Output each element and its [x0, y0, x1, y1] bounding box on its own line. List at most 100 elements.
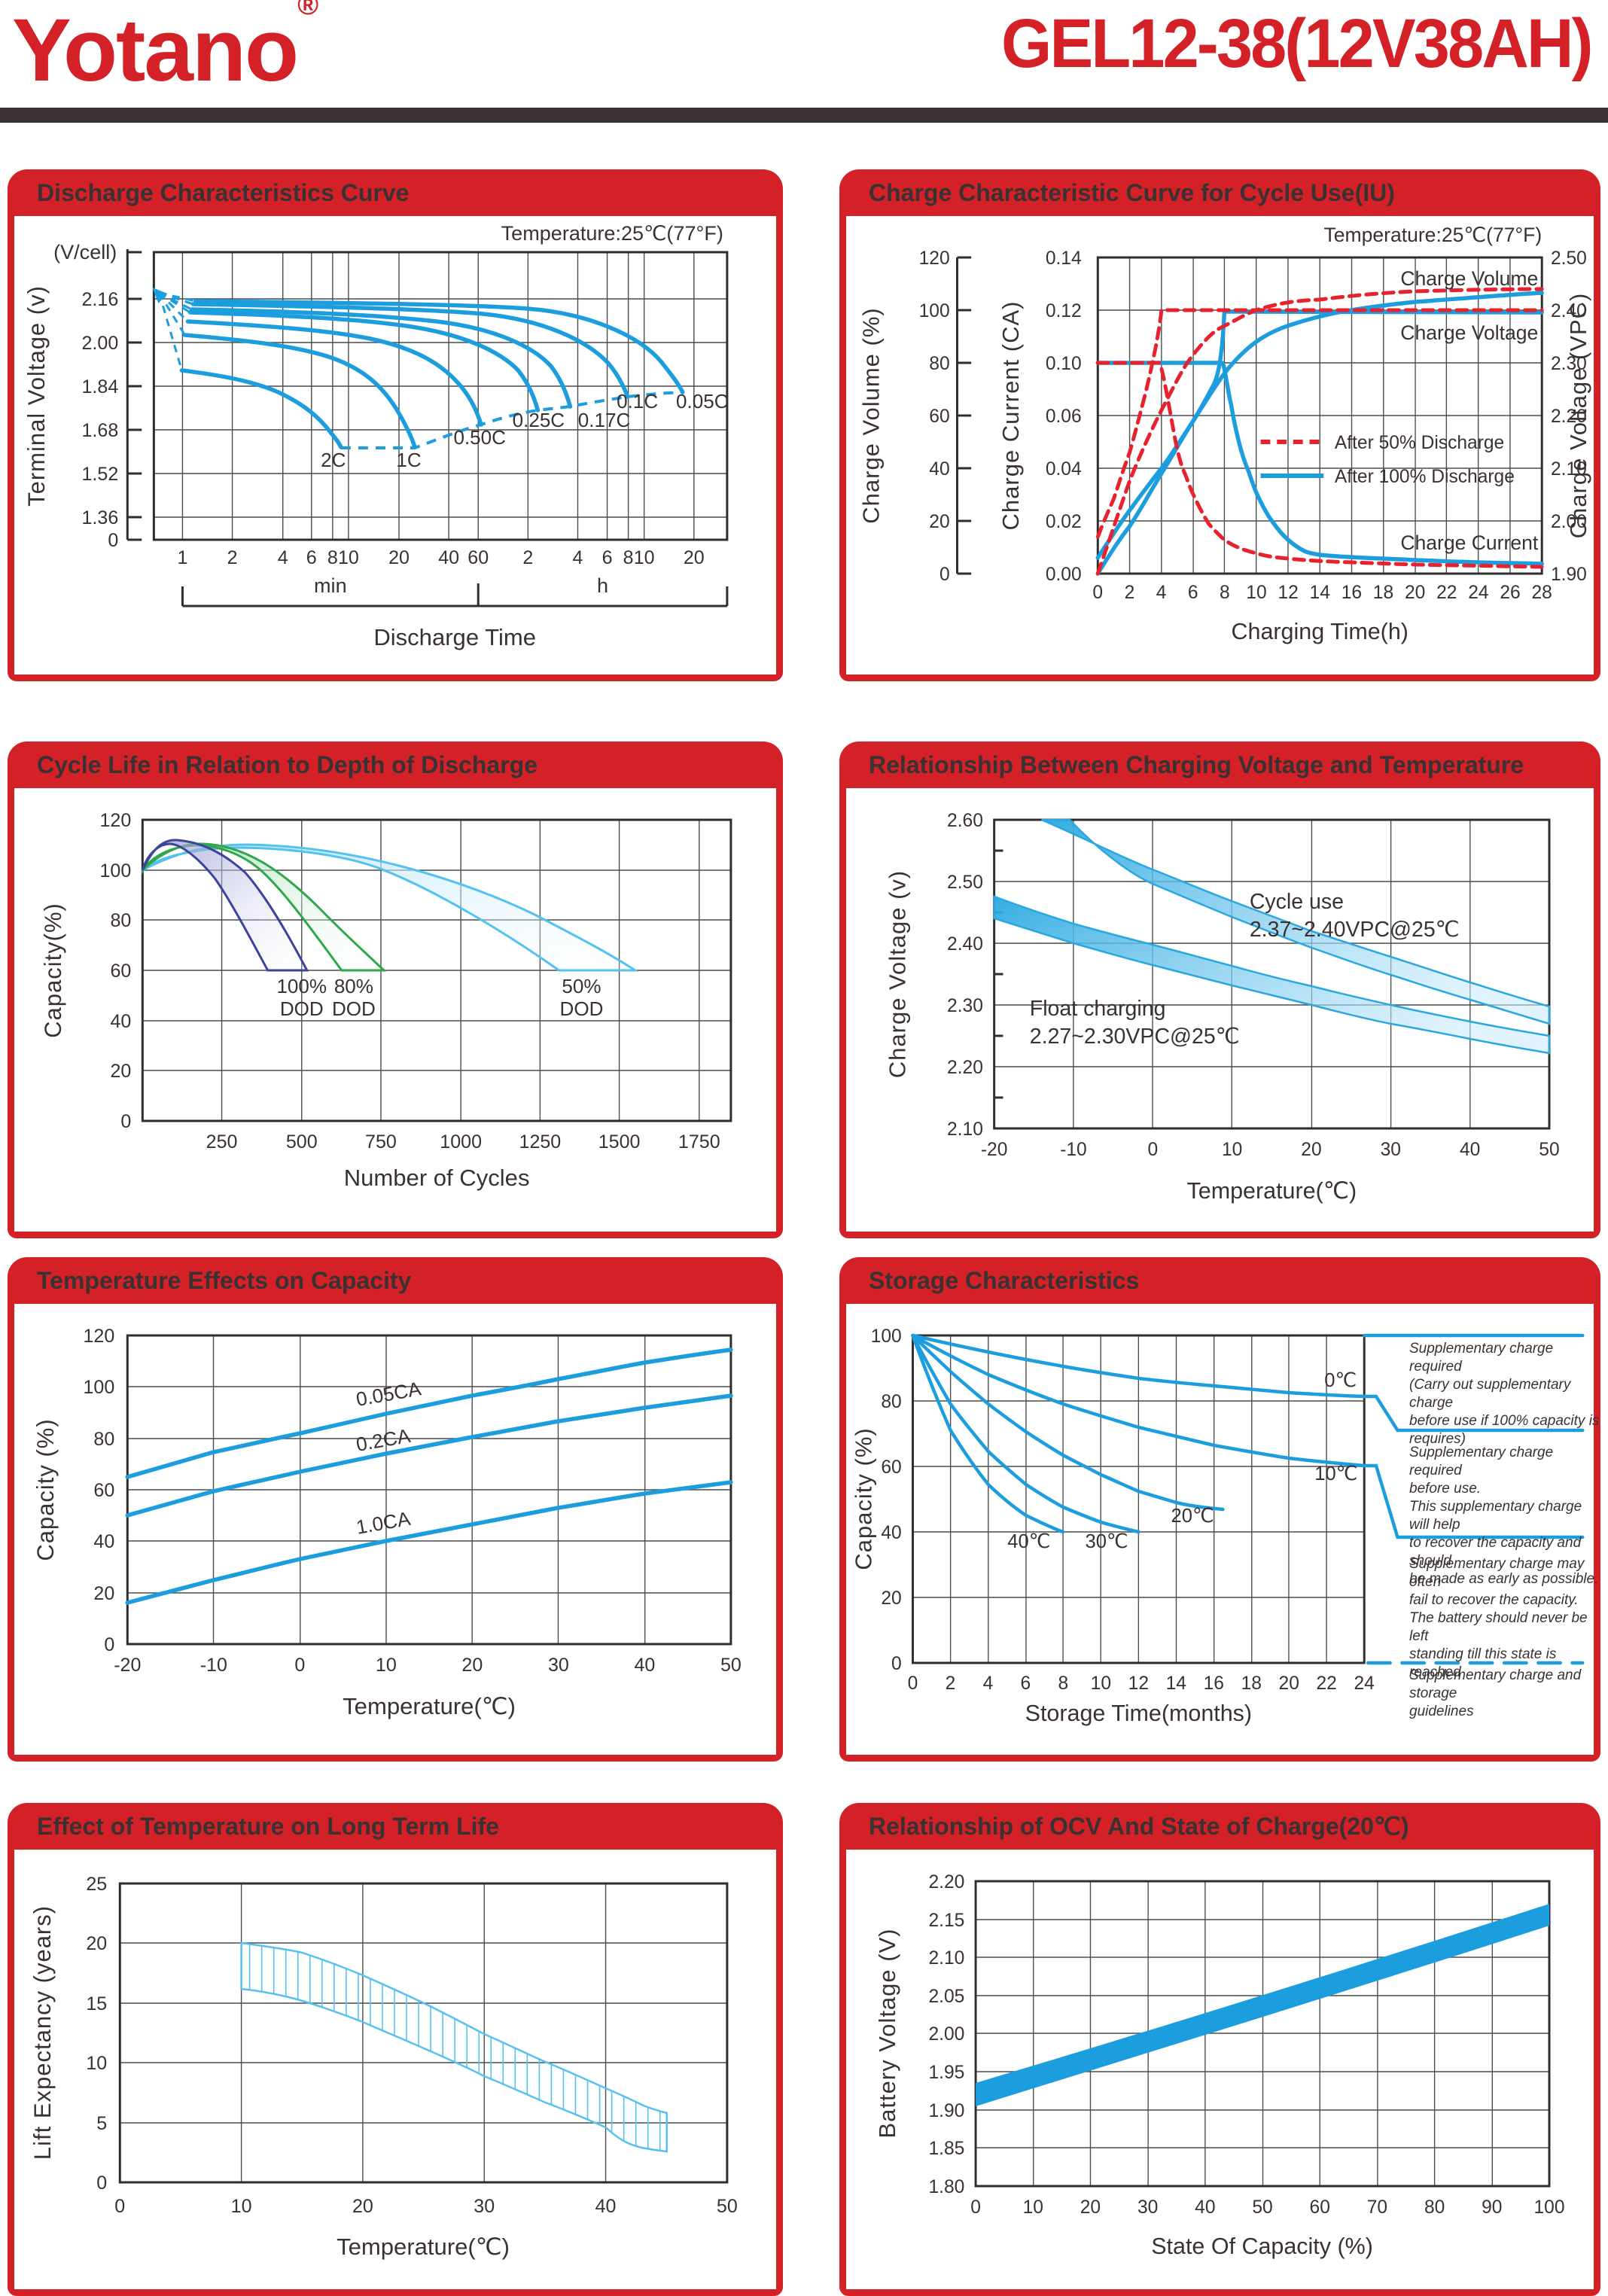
panel-header: Relationship of OCV And State of Charge(… [846, 1803, 1594, 1850]
svg-text:1250: 1250 [519, 1131, 562, 1153]
band-label-cycle-use-range: 2.37~2.40VPC@25℃ [1250, 918, 1460, 942]
x-group-label-h: h [597, 574, 608, 597]
annotation-charge-voltage: Charge Voltage [1400, 321, 1538, 344]
x-tick-labels: 0 10 20 30 40 50 60 70 80 90 100 [970, 2197, 1564, 2218]
svg-text:40: 40 [595, 2196, 617, 2217]
svg-text:6: 6 [1188, 583, 1198, 603]
panel-header: Effect of Temperature on Long Term Life [14, 1803, 776, 1850]
capacity-curves [125, 1347, 733, 1605]
panel-header: Temperature Effects on Capacity [14, 1257, 776, 1304]
svg-text:100: 100 [100, 860, 132, 882]
svg-text:14: 14 [1166, 1673, 1187, 1694]
x-tick-labels: 0 2 4 6 8 10 12 14 16 18 20 22 24 [908, 1673, 1375, 1694]
svg-text:50: 50 [717, 2196, 738, 2217]
panel-temperature-long-term-life: Effect of Temperature on Long Term Life … [8, 1803, 783, 2296]
svg-text:26: 26 [1500, 583, 1520, 603]
y-axis-label: Lift Expectancy (years) [29, 1905, 56, 2160]
x-axis-label: Number of Cycles [344, 1165, 530, 1191]
svg-text:90: 90 [1482, 2197, 1502, 2218]
annotation-charge-volume: Charge Volume [1400, 267, 1538, 290]
svg-text:2.20: 2.20 [928, 1872, 964, 1893]
svg-text:40: 40 [929, 459, 949, 480]
charging-voltage-temperature-chart: 2.60 2.50 2.40 2.30 2.20 2.10 -20 -10 0 10 20 30 40… [885, 811, 1560, 1204]
svg-text:50: 50 [1539, 1140, 1559, 1160]
svg-text:120: 120 [919, 248, 950, 269]
legend-label-50: After 50% Discharge [1335, 433, 1504, 453]
svg-text:2.00: 2.00 [82, 333, 119, 354]
curve-label: 30℃ [1086, 1531, 1128, 1552]
panel-temperature-effects-capacity: Temperature Effects on Capacity 120 100 80… [8, 1257, 783, 1762]
brand-text: Yotano [12, 1, 299, 100]
svg-text:0: 0 [120, 1111, 131, 1132]
svg-text:1.85: 1.85 [928, 2139, 964, 2159]
svg-text:14: 14 [1310, 583, 1331, 603]
temperature-note: Temperature:25℃(77°F) [1323, 224, 1542, 246]
charge-volume-axis-label: Charge Volume (%) [857, 307, 884, 523]
svg-text:4: 4 [983, 1673, 994, 1694]
svg-text:2.10: 2.10 [928, 1948, 964, 1969]
y-tick-labels: 25 20 15 10 5 0 [86, 1874, 107, 2194]
svg-text:750: 750 [365, 1131, 397, 1153]
svg-text:0: 0 [1147, 1140, 1158, 1160]
storage-note-3: Supplementary charge may often fail to r… [1409, 1556, 1588, 1680]
svg-text:40: 40 [1195, 2197, 1215, 2218]
x-axis-label: Discharge Time [373, 624, 536, 650]
svg-text:4: 4 [573, 547, 583, 568]
svg-text:6: 6 [306, 547, 317, 568]
svg-text:30: 30 [474, 2196, 495, 2217]
svg-text:40: 40 [438, 547, 459, 568]
panel-title: Storage Characteristics [869, 1266, 1140, 1294]
charge-current-tick-labels: 0.14 0.12 0.10 0.06 0.04 0.02 0.00 [1046, 248, 1082, 585]
svg-text:120: 120 [83, 1326, 114, 1347]
y-axis-label: Capacity (%) [32, 1418, 59, 1561]
svg-text:0: 0 [114, 2196, 125, 2217]
svg-text:16: 16 [1204, 1673, 1224, 1694]
curve-label: 0.17C [578, 409, 630, 431]
svg-text:40: 40 [1460, 1140, 1480, 1160]
svg-text:0: 0 [940, 565, 950, 585]
temperature-note: Temperature:25℃(77°F) [501, 222, 723, 245]
svg-text:8: 8 [1058, 1673, 1069, 1694]
x-tick-labels-h: 2 4 6 8 10 20 [522, 547, 704, 568]
svg-text:5: 5 [96, 2113, 107, 2134]
svg-text:0: 0 [970, 2197, 981, 2218]
svg-text:60: 60 [881, 1457, 901, 1478]
x-group-label-min: min [314, 574, 347, 597]
storage-curves [911, 1333, 1585, 1665]
svg-text:10: 10 [338, 547, 359, 568]
band-label-float-range: 2.27~2.30VPC@25℃ [1030, 1025, 1240, 1049]
svg-text:20: 20 [881, 1588, 901, 1609]
discharge-curves [152, 288, 685, 449]
svg-text:2: 2 [227, 547, 238, 568]
svg-text:80: 80 [881, 1392, 901, 1412]
svg-text:100: 100 [919, 301, 950, 321]
svg-text:50: 50 [1252, 2197, 1272, 2218]
band-label: 50% [562, 975, 601, 997]
svg-text:10: 10 [376, 1655, 397, 1676]
svg-text:40: 40 [881, 1523, 901, 1543]
voltage-bands [993, 818, 1551, 1055]
svg-text:80: 80 [1424, 2197, 1445, 2218]
legend: After 50% Discharge After 100% Discharge [1260, 433, 1515, 487]
legend-label-100: After 100% Discharge [1335, 467, 1515, 487]
svg-text:30: 30 [1381, 1140, 1401, 1160]
svg-text:2.50: 2.50 [947, 872, 983, 893]
y-axis-label: Capacity(%) [40, 903, 66, 1038]
svg-text:2.10: 2.10 [947, 1119, 983, 1140]
svg-text:10: 10 [634, 547, 655, 568]
curve-label: 1C [396, 449, 421, 471]
svg-text:0.04: 0.04 [1046, 459, 1082, 480]
svg-text:100: 100 [83, 1377, 114, 1398]
svg-text:100: 100 [1534, 2197, 1565, 2218]
y-axis-label: Charge Voltage (v) [885, 870, 911, 1078]
svg-text:30: 30 [1137, 2197, 1158, 2218]
svg-text:60: 60 [1310, 2197, 1330, 2218]
y-tick-labels: 120 100 80 60 40 20 0 [83, 1326, 114, 1655]
svg-text:20: 20 [684, 547, 705, 568]
svg-text:2.40: 2.40 [947, 934, 983, 955]
svg-text:2: 2 [522, 547, 533, 568]
charge-voltage-tick-labels: 2.50 2.40 2.30 2.20 2.10 2.00 1.90 [1551, 248, 1587, 585]
svg-text:40: 40 [634, 1655, 655, 1676]
svg-text:20: 20 [352, 2196, 373, 2217]
